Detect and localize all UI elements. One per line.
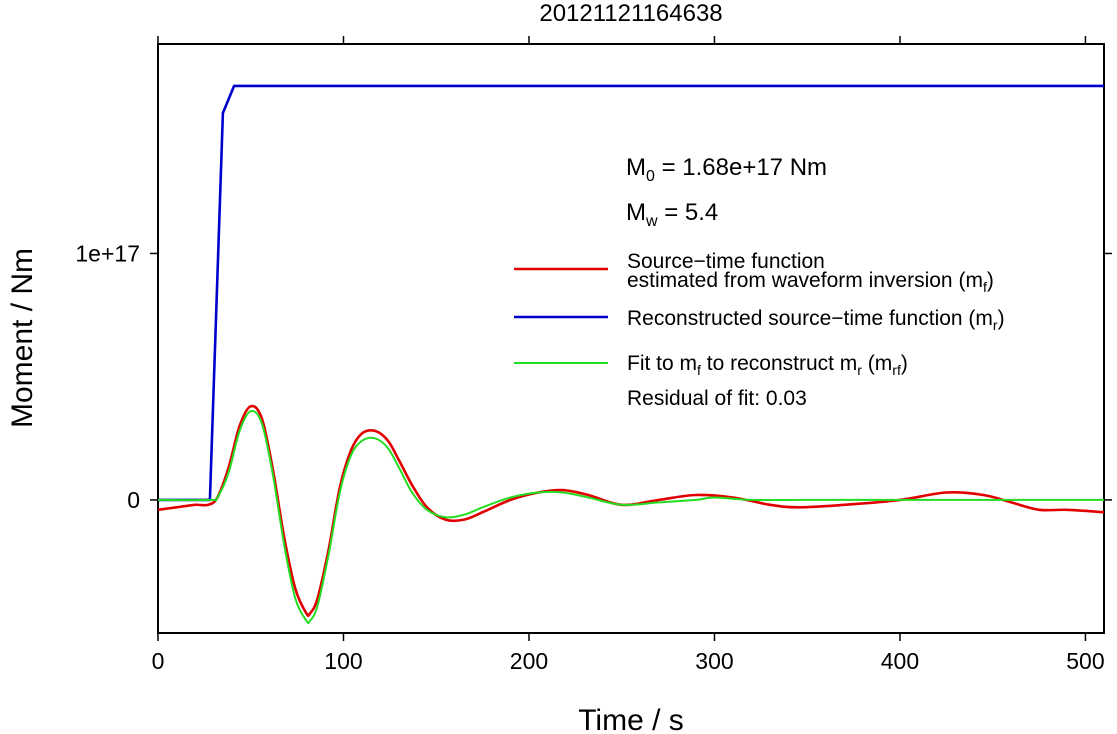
x-tick-label: 300 <box>695 648 733 674</box>
chart-title: 20121121164638 <box>539 0 722 27</box>
x-axis-title: Time / s <box>578 704 684 734</box>
x-tick-label: 0 <box>152 648 165 674</box>
legend-label-estimated-line1: Source−time function <box>627 250 825 273</box>
x-tick-label: 400 <box>881 648 919 674</box>
y-axis-title: Moment / Nm <box>6 248 39 428</box>
y-tick-label: 0 <box>127 487 140 513</box>
mw-annotation: Mw = 5.4 <box>626 199 718 230</box>
series-layer <box>157 84 1105 624</box>
legend-label-reconstructed: Reconstructed source−time function (mr) <box>627 307 1005 333</box>
x-tick-label: 100 <box>324 648 362 674</box>
x-tick-label: 200 <box>510 648 548 674</box>
axis-ticks: 0 100 200 300 400 500 0 1e+17 <box>75 36 1112 674</box>
series-line-reconstructed <box>158 84 1104 502</box>
series-line-fit <box>157 409 1104 624</box>
y-tick-label: 1e+17 <box>75 240 140 266</box>
legend-label-estimated-line2: estimated from waveform inversion (mf) <box>627 269 994 295</box>
series-line-estimated <box>157 404 1105 618</box>
legend: Source−time function estimated from wave… <box>514 250 1005 410</box>
x-tick-label: 500 <box>1066 648 1104 674</box>
legend-label-fit: Fit to mf to reconstruct mr (mrf) <box>627 352 908 378</box>
m0-annotation: M0 = 1.68e+17 Nm <box>626 154 827 185</box>
plot-frame <box>157 43 1105 634</box>
residual-annotation: Residual of fit: 0.03 <box>627 387 807 410</box>
